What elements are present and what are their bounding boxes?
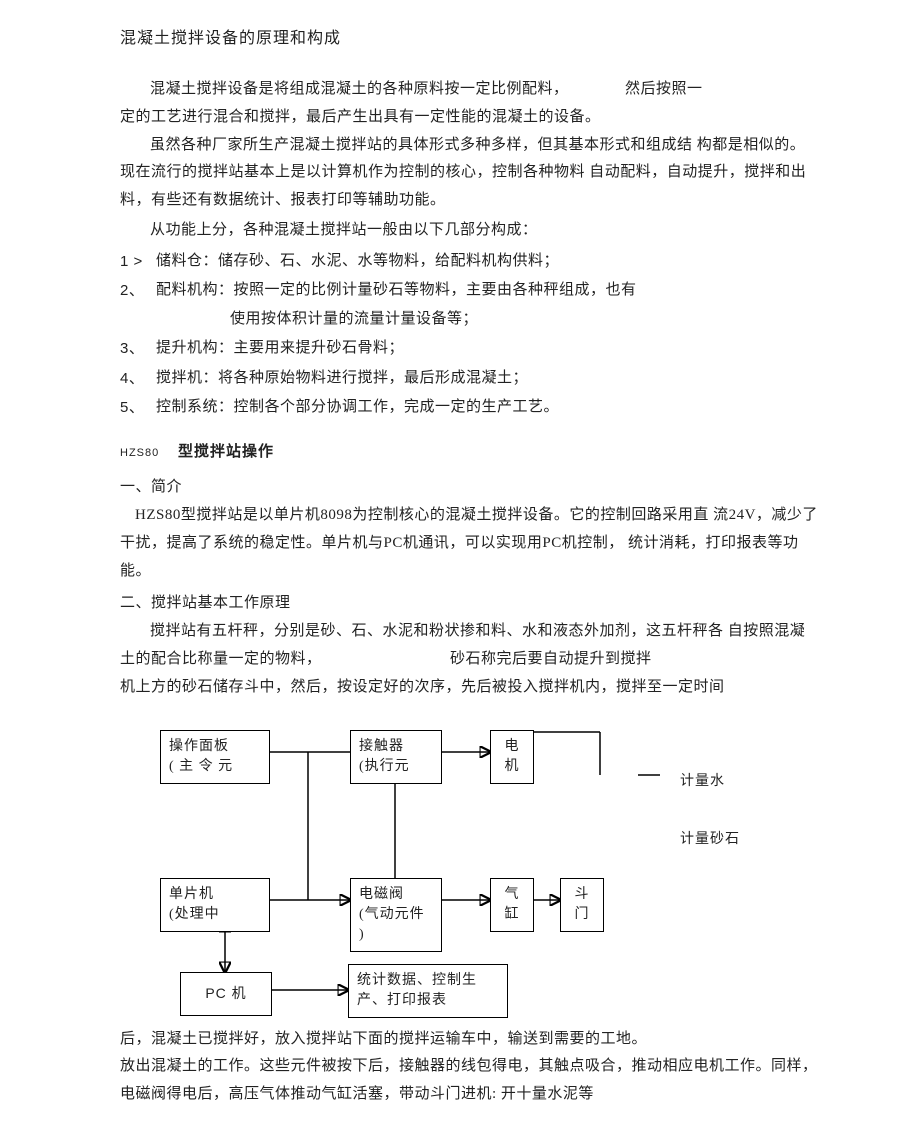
- intro-p1c: 定的工艺进行混合和搅拌，最后产生出具有一定性能的混凝土的设备。: [120, 104, 820, 132]
- list-num: 4、: [120, 364, 156, 393]
- box-line: 电磁阀: [359, 885, 433, 905]
- box-line: 产、打印报表: [357, 991, 499, 1011]
- sec1-body: HZS80型搅拌站是以单片机8098为控制核心的混凝土搅拌设备。它的控制回路采用…: [120, 502, 820, 585]
- sec2-head: 二、搅拌站基本工作原理: [120, 591, 820, 612]
- list-text: 配料机构：按照一定的比例计量砂石等物料，主要由各种秤组成，也有: [156, 276, 820, 305]
- intro-block: 混凝土搅拌设备是将组成混凝土的各种原料按一定比例配料， 然后按照一 定的工艺进行…: [120, 76, 820, 245]
- box-line: PC 机: [205, 985, 246, 1001]
- control-diagram: 操作面板 ( 主 令 元 接触器 (执行元 电 机 单片机 (处理中 电磁阀 (…: [140, 720, 840, 1020]
- box-motor: 电 机: [490, 730, 534, 785]
- list-item: 1 > 储料仓：储存砂、石、水泥、水等物料，给配料机构供料；: [120, 247, 820, 276]
- box-line: (执行元: [359, 757, 433, 777]
- intro-p1b: 然后按照一: [625, 81, 703, 97]
- box-contactor: 接触器 (执行元: [350, 730, 442, 785]
- label-water: 计量水: [680, 770, 725, 790]
- list-item: 3、 提升机构：主要用来提升砂石骨料；: [120, 334, 820, 363]
- intro-p1a: 混凝土搅拌设备是将组成混凝土的各种原料按一定比例配料，: [150, 81, 569, 97]
- intro-p2: 虽然各种厂家所生产混凝土搅拌站的具体形式多种多样，但其基本形式和组成结 构都是相…: [120, 132, 820, 215]
- hzs-title: 型搅拌站操作: [178, 444, 274, 460]
- box-line: (气动元件 ): [359, 905, 433, 946]
- after-p2: 放出混凝土的工作。这些元件被按下后，接触器的线包得电，其触点吸合，推动相应电机工…: [120, 1053, 820, 1109]
- after-p1: 后，混凝土已搅拌好，放入搅拌站下面的搅拌运输车中，输送到需要的工地。: [120, 1026, 820, 1054]
- box-line: 门: [569, 905, 595, 925]
- box-line: 缸: [499, 905, 525, 925]
- box-line: 操作面板: [169, 737, 261, 757]
- box-line: 机: [499, 757, 525, 777]
- list-item: 2、 配料机构：按照一定的比例计量砂石等物料，主要由各种秤组成，也有: [120, 276, 820, 305]
- list-text: 提升机构：主要用来提升砂石骨料；: [156, 334, 820, 363]
- list-text: 储料仓：储存砂、石、水泥、水等物料，给配料机构供料；: [156, 247, 820, 276]
- box-line: 单片机: [169, 885, 261, 905]
- list-num: 1 >: [120, 247, 156, 276]
- list-num: 3、: [120, 334, 156, 363]
- box-valve: 电磁阀 (气动元件 ): [350, 878, 442, 953]
- box-line: 统计数据、控制生: [357, 971, 499, 991]
- list-num: 5、: [120, 393, 156, 422]
- sec2-p1c: 机上方的砂石储存斗中，然后，按设定好的次序，先后被投入搅拌机内，搅拌至一定时间: [120, 674, 820, 702]
- box-panel: 操作面板 ( 主 令 元: [160, 730, 270, 785]
- box-stats: 统计数据、控制生 产、打印报表: [348, 964, 508, 1019]
- list-item: 4、 搅拌机：将各种原始物料进行搅拌，最后形成混凝土；: [120, 364, 820, 393]
- list-cont: 使用按体积计量的流量计量设备等；: [230, 305, 820, 334]
- box-mcu: 单片机 (处理中: [160, 878, 270, 933]
- list-item: 5、 控制系统：控制各个部分协调工作，完成一定的生产工艺。: [120, 393, 820, 422]
- box-line: ( 主 令 元: [169, 757, 261, 777]
- components-list: 1 > 储料仓：储存砂、石、水泥、水等物料，给配料机构供料； 2、 配料机构：按…: [120, 247, 820, 423]
- box-line: (处理中: [169, 905, 261, 925]
- sec2-p1b: 砂石称完后要自动提升到搅拌: [450, 651, 652, 667]
- box-pc: PC 机: [180, 972, 272, 1016]
- intro-p3: 从功能上分，各种混凝土搅拌站一般由以下几部分构成：: [120, 217, 820, 245]
- list-num: 2、: [120, 276, 156, 305]
- hzs-heading: HZS80 型搅拌站操作: [120, 440, 820, 461]
- list-text: 控制系统：控制各个部分协调工作，完成一定的生产工艺。: [156, 393, 820, 422]
- hzs-label: HZS80: [120, 447, 159, 459]
- box-door: 斗 门: [560, 878, 604, 933]
- page-title: 混凝土搅拌设备的原理和构成: [120, 24, 820, 48]
- box-line: 斗: [569, 885, 595, 905]
- box-line: 气: [499, 885, 525, 905]
- sec1-head: 一、简介: [120, 475, 820, 496]
- box-cylinder: 气 缸: [490, 878, 534, 933]
- label-sand: 计量砂石: [680, 828, 740, 848]
- box-line: 接触器: [359, 737, 433, 757]
- box-line: 电: [499, 737, 525, 757]
- list-text: 搅拌机：将各种原始物料进行搅拌，最后形成混凝土；: [156, 364, 820, 393]
